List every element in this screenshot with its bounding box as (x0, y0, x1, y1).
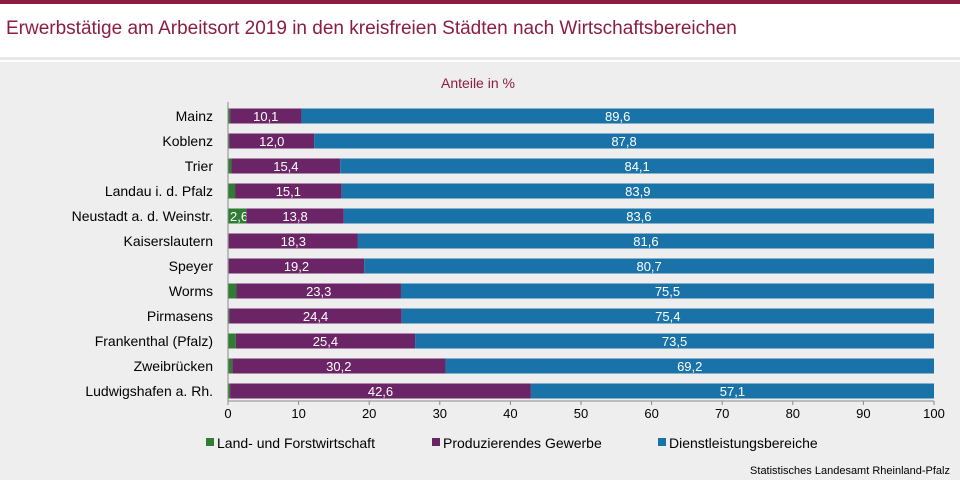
top-accent-rule (0, 0, 960, 4)
category-label: Landau i. d. Pfalz (105, 183, 213, 199)
category-label: Kaiserslautern (124, 233, 214, 249)
category-label: Speyer (169, 258, 214, 274)
data-label: 73,5 (662, 334, 687, 349)
data-label: 83,9 (625, 184, 650, 199)
bar-segment (341, 183, 934, 199)
bar-segment (228, 133, 230, 149)
x-tick-label: 20 (362, 406, 376, 421)
bar-segment (231, 158, 341, 174)
bar-segment (400, 283, 935, 299)
bar-segment (301, 108, 934, 124)
category-label: Trier (185, 158, 214, 174)
data-label: 10,1 (253, 109, 278, 124)
chart-area: Anteile in % Mainz 10,1 89,6 Koblenz 12,0 87,8… (0, 62, 960, 480)
bar-segment (228, 233, 358, 249)
legend-swatch (658, 438, 666, 446)
data-label: 75,5 (655, 284, 680, 299)
category-label: Koblenz (162, 133, 213, 149)
bar-segment (445, 358, 934, 374)
data-label: 30,2 (326, 359, 351, 374)
source-note: Statistisches Landesamt Rheinland-Pfalz (750, 465, 950, 477)
stacked-bar-chart: Anteile in % Mainz 10,1 89,6 Koblenz 12,0 87,8… (72, 75, 950, 477)
bar-segment (415, 333, 935, 349)
bar-segment (340, 158, 934, 174)
x-tick-label: 30 (433, 406, 447, 421)
bar-segment (228, 308, 230, 324)
bar-segment (246, 208, 344, 224)
data-label: 25,4 (313, 334, 338, 349)
bar-segment (228, 208, 247, 224)
data-label: 69,2 (677, 359, 702, 374)
x-tick-label: 0 (224, 406, 231, 421)
bar-segment (364, 258, 934, 274)
bar-segment (236, 283, 401, 299)
legend-swatch (206, 438, 214, 446)
bar-segment (228, 383, 231, 399)
data-label: 81,6 (633, 234, 658, 249)
bar-segment (229, 133, 315, 149)
category-label: Ludwigshafen a. Rh. (85, 383, 213, 399)
bar-segment (235, 333, 416, 349)
bar-segment (343, 208, 934, 224)
bar-segment (228, 158, 232, 174)
bar-segment (530, 383, 934, 399)
legend-label: Dienstleistungsbereiche (669, 435, 818, 451)
data-label: 2,6 (230, 209, 248, 224)
bar-segment (229, 308, 402, 324)
x-tick-label: 40 (503, 406, 517, 421)
data-label: 89,6 (605, 109, 630, 124)
bar-segment (401, 308, 934, 324)
data-label: 19,2 (284, 259, 309, 274)
category-label: Neustadt a. d. Weinstr. (72, 208, 213, 224)
bar-segment (314, 133, 934, 149)
legend-swatch (432, 438, 440, 446)
x-tick-label: 70 (715, 406, 729, 421)
x-tick-label: 80 (786, 406, 800, 421)
legend-label: Produzierendes Gewerbe (443, 435, 602, 451)
category-label: Pirmasens (147, 308, 213, 324)
bar-segment (235, 183, 342, 199)
data-label: 84,1 (624, 159, 649, 174)
legend-label: Land- und Forstwirtschaft (217, 435, 375, 451)
data-label: 24,4 (303, 309, 328, 324)
bar-segment (228, 358, 233, 374)
x-tick-label: 100 (923, 406, 945, 421)
data-label: 15,4 (273, 159, 298, 174)
bar-segment (228, 183, 236, 199)
data-label: 83,6 (626, 209, 651, 224)
bar-segment (228, 283, 237, 299)
data-label: 42,6 (368, 384, 393, 399)
data-label: 87,8 (611, 134, 636, 149)
data-label: 80,7 (636, 259, 661, 274)
data-label: 18,3 (281, 234, 306, 249)
data-label: 75,4 (655, 309, 680, 324)
x-tick-label: 60 (644, 406, 658, 421)
category-label: Zweibrücken (134, 358, 213, 374)
bar-segment (232, 358, 446, 374)
title-divider (0, 57, 960, 60)
bar-segment (230, 383, 531, 399)
bar-segment (228, 258, 365, 274)
bar-segment (357, 233, 934, 249)
data-label: 15,1 (276, 184, 301, 199)
chart-title: Erwerbstätige am Arbeitsort 2019 in den … (6, 18, 737, 39)
bar-segment (230, 108, 302, 124)
chart-subtitle: Anteile in % (441, 75, 515, 91)
x-tick-label: 50 (574, 406, 588, 421)
data-label: 23,3 (306, 284, 331, 299)
category-label: Frankenthal (Pfalz) (95, 333, 213, 349)
x-tick-label: 10 (291, 406, 305, 421)
x-tick-label: 90 (856, 406, 870, 421)
category-label: Mainz (176, 108, 213, 124)
data-label: 57,1 (720, 384, 745, 399)
bar-segment (228, 333, 236, 349)
data-label: 13,8 (282, 209, 307, 224)
data-label: 12,0 (259, 134, 284, 149)
category-label: Worms (169, 283, 213, 299)
bar-segment (228, 108, 231, 124)
